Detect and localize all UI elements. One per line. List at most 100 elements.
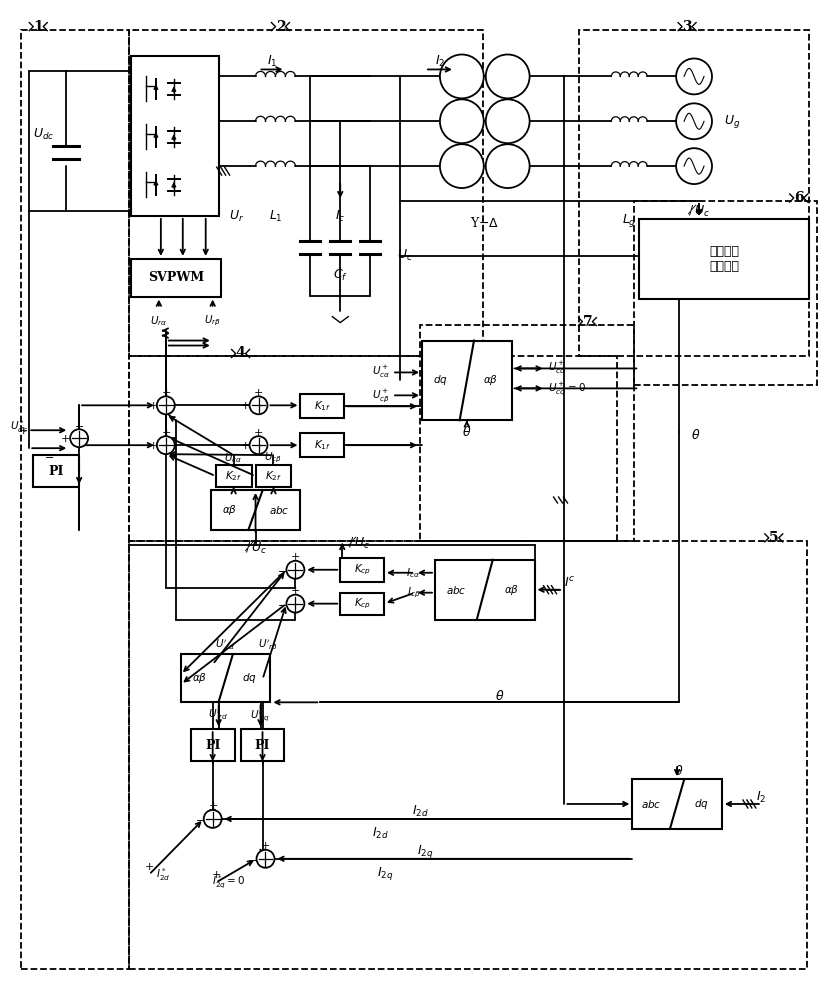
Text: PI: PI [205,739,220,752]
Text: $I_{2d}$: $I_{2d}$ [411,804,428,819]
Bar [22,30,129,969]
Bar [131,56,218,216]
Circle shape [485,54,529,98]
Text: $\theta$: $\theta$ [691,428,700,442]
Text: 1: 1 [33,20,43,34]
Text: 6: 6 [793,191,802,205]
Bar [129,356,617,541]
Text: $-$: $-$ [194,814,204,824]
Text: $U^+_{c\beta}$: $U^+_{c\beta}$ [371,387,390,404]
Bar [434,560,534,620]
Text: $\theta$: $\theta$ [495,689,504,703]
Bar [300,433,344,457]
Text: $abc$: $abc$ [640,798,661,810]
Text: 5: 5 [768,531,777,545]
Circle shape [439,99,483,143]
Text: $I^*_{2d}$: $I^*_{2d}$ [155,866,170,883]
Circle shape [485,99,529,143]
Text: $+$: $+$ [210,869,221,880]
Text: $I_1$: $I_1$ [267,54,277,69]
Text: $+$: $+$ [261,840,270,851]
Text: $L_1$: $L_1$ [268,208,282,224]
Circle shape [676,103,711,139]
Text: $-$: $-$ [277,599,287,609]
Text: 解耦双同
步锁相环: 解耦双同 步锁相环 [708,245,738,273]
Text: $I_{2d}$: $I_{2d}$ [371,826,388,841]
Circle shape [676,58,711,94]
Text: $U_{c\alpha}$: $U_{c\alpha}$ [224,451,242,465]
Text: $\alpha\beta$: $\alpha\beta$ [222,503,237,517]
Text: $+$: $+$ [253,387,263,398]
Text: PI: PI [255,739,270,752]
Text: $K_{cp}$: $K_{cp}$ [353,596,370,611]
Circle shape [286,561,304,579]
Bar [638,219,808,299]
Circle shape [156,436,174,454]
Text: $U_c$: $U_c$ [397,248,413,263]
Text: $\alpha\beta$: $\alpha\beta$ [483,373,498,387]
Text: $K_{2f}$: $K_{2f}$ [225,469,241,483]
Text: $U'_{rq}$: $U'_{rq}$ [251,708,270,723]
Text: $+$: $+$ [60,433,70,444]
Text: $U'_{rd}$: $U'_{rd}$ [208,708,228,722]
Text: $+$: $+$ [253,427,263,438]
Text: $U_{c\beta}$: $U_{c\beta}$ [264,451,282,465]
Text: $dq$: $dq$ [433,373,447,387]
Text: $\theta$: $\theta$ [461,425,471,439]
Circle shape [203,810,222,828]
Circle shape [249,436,267,454]
Text: $K_{cp}$: $K_{cp}$ [353,563,370,577]
Text: $U^+_{cd}$: $U^+_{cd}$ [547,360,565,376]
Text: $I_{c\alpha}$: $I_{c\alpha}$ [406,566,419,580]
Text: $\not\!\!\!\!/ \, U_c$: $\not\!\!\!\!/ \, U_c$ [347,535,370,551]
Text: $U^*_{dc}$: $U^*_{dc}$ [10,418,28,435]
Bar [190,729,234,761]
Bar [632,779,721,829]
Text: $I_2$: $I_2$ [434,54,445,69]
Bar [33,455,79,487]
Text: $+$: $+$ [240,440,251,451]
Text: $U_{r\beta}$: $U_{r\beta}$ [204,313,221,328]
Circle shape [256,850,274,868]
Text: $I_2$: $I_2$ [755,789,765,805]
Bar [241,729,284,761]
Text: $I_{c\beta}$: $I_{c\beta}$ [406,585,419,600]
Text: $dq$: $dq$ [242,671,257,685]
Text: $K_{1f}$: $K_{1f}$ [313,399,330,413]
Text: $dq$: $dq$ [693,797,708,811]
Text: $-$: $-$ [44,451,55,461]
Text: $+$: $+$ [208,800,218,811]
Text: $+$: $+$ [290,551,300,562]
Text: $I_{2q}$: $I_{2q}$ [416,843,433,860]
Bar [129,30,482,356]
Text: $I^c$: $I^c$ [564,576,575,590]
Text: $I_{2q}$: $I_{2q}$ [376,865,393,882]
Bar [579,30,808,356]
Text: $-$: $-$ [74,420,84,430]
Text: $abc$: $abc$ [445,584,466,596]
Bar [131,259,220,297]
Text: $+$: $+$ [160,387,170,398]
Text: $+$: $+$ [240,400,251,411]
Text: $\alpha\beta$: $\alpha\beta$ [192,671,207,685]
Text: $U_{r\alpha}$: $U_{r\alpha}$ [150,314,167,328]
Circle shape [676,148,711,184]
Text: $-$: $-$ [247,854,257,864]
Text: $+$: $+$ [144,861,154,872]
Text: SVPWM: SVPWM [147,271,203,284]
Text: $-$: $-$ [277,565,287,575]
Circle shape [249,396,267,414]
Circle shape [286,595,304,613]
Bar [633,201,815,385]
Circle shape [485,144,529,188]
Text: $+$: $+$ [148,440,158,451]
Text: Y$-\Delta$: Y$-\Delta$ [470,216,499,230]
Text: $U^+_{c\alpha}$: $U^+_{c\alpha}$ [371,364,390,380]
Text: $K_{2f}$: $K_{2f}$ [265,469,281,483]
Bar [256,465,291,487]
Bar [215,465,251,487]
Text: $I^*_{2q}=0$: $I^*_{2q}=0$ [212,874,245,891]
Text: PI: PI [49,465,64,478]
Text: $U'_{r\beta}$: $U'_{r\beta}$ [258,637,278,652]
Text: $U_r$: $U_r$ [229,208,244,224]
